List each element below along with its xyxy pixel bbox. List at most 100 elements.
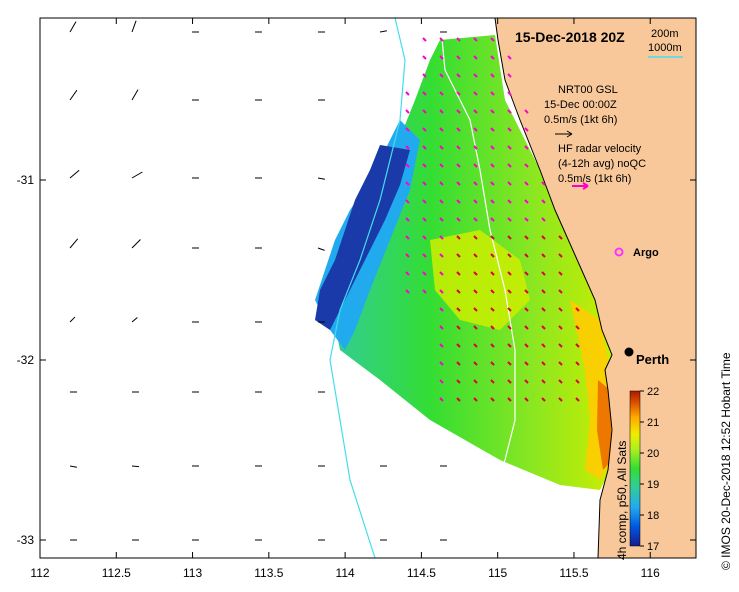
model-arrow [131, 239, 141, 249]
radar-arrow [456, 73, 461, 78]
sst-cold-edge [315, 145, 410, 330]
radar-legend: HF radar velocity (4-12h avg) noQC 0.5m/… [558, 143, 646, 190]
radar-arrow [507, 379, 512, 384]
land-mass [495, 18, 696, 558]
radar-arrow [439, 361, 444, 366]
radar-arrow [456, 271, 461, 276]
model-arrow [131, 317, 138, 323]
radar-arrow [558, 379, 563, 384]
radar-arrow [456, 397, 461, 402]
radar-arrow [473, 379, 478, 384]
radar-arrow [524, 163, 529, 168]
x-axis: 112 112.5 113 113.5 114 114.5 115 115.5 116 [30, 18, 660, 580]
perth-dot [624, 347, 634, 357]
colorbar-ticks: 17 18 19 20 21 22 [640, 386, 659, 553]
radar-arrow [439, 145, 444, 150]
radar-arrow [507, 253, 512, 258]
model-arrow [317, 177, 325, 180]
colorbar-gradient [629, 390, 641, 547]
radar-arrow [473, 361, 478, 366]
radar-arrow [473, 145, 478, 150]
radar-arrow [422, 127, 427, 132]
radar-arrow [507, 343, 512, 348]
isobath-1000m [329, 18, 406, 558]
model-legend-line2: 15-Dec 00:00Z [544, 99, 617, 111]
colorbar: 17 18 19 20 21 22 4h comp, p50, All Sats [615, 386, 659, 560]
sst-coastal-hot [597, 380, 612, 470]
radar-arrow [439, 307, 444, 312]
radar-arrow [405, 127, 410, 132]
radar-arrow [490, 163, 495, 168]
radar-arrow [490, 217, 495, 222]
x-tick-label: 115 [488, 566, 507, 580]
model-arrow [131, 89, 139, 101]
radar-arrow [524, 325, 529, 330]
city-perth: Perth [624, 347, 669, 367]
radar-arrow [541, 397, 546, 402]
radar-arrow [558, 253, 563, 258]
radar-arrow [405, 145, 410, 150]
x-tick-label: 116 [641, 566, 660, 580]
model-arrow [317, 247, 325, 251]
radar-arrow [456, 379, 461, 384]
radar-arrow [507, 163, 512, 168]
radar-arrow [439, 73, 444, 78]
radar-arrow [541, 271, 546, 276]
radar-arrow [490, 361, 495, 366]
model-arrow [131, 171, 143, 179]
radar-arrow [507, 181, 512, 186]
radar-arrow [541, 307, 546, 312]
radar-arrow [456, 307, 461, 312]
isobath-1000-label: 1000m [648, 42, 682, 54]
radar-arrow [507, 361, 512, 366]
radar-arrow [507, 397, 512, 402]
radar-arrow [490, 379, 495, 384]
radar-arrow [507, 289, 512, 294]
radar-arrow [507, 91, 512, 96]
model-arrow [69, 316, 76, 323]
x-tick-label: 112.5 [102, 566, 131, 580]
y-axis: -31 -32 -33 [17, 173, 696, 547]
radar-arrow [439, 343, 444, 348]
radar-arrow [473, 289, 478, 294]
radar-arrow [507, 307, 512, 312]
radar-arrow [490, 73, 495, 78]
radar-arrow [422, 145, 427, 150]
y-tick-label: -33 [17, 533, 35, 547]
radar-arrow [473, 199, 478, 204]
radar-arrow [524, 199, 529, 204]
radar-arrow [456, 163, 461, 168]
radar-arrow [490, 145, 495, 150]
radar-arrow [507, 109, 512, 114]
radar-arrow [456, 343, 461, 348]
radar-arrow [422, 181, 427, 186]
radar-arrow [490, 181, 495, 186]
radar-arrow [524, 181, 529, 186]
x-tick-label: 114.5 [407, 566, 436, 580]
radar-arrow [541, 325, 546, 330]
radar-arrow [558, 343, 563, 348]
radar-arrow [439, 127, 444, 132]
radar-arrow [473, 109, 478, 114]
argo-marker: Argo [614, 247, 659, 259]
radar-arrow [439, 271, 444, 276]
radar-arrow [575, 343, 580, 348]
radar-arrow [490, 109, 495, 114]
radar-legend-line2: (4-12h avg) noQC [558, 158, 646, 170]
sst-warm-patch [430, 230, 530, 330]
isobath-200-label: 200m [651, 28, 679, 40]
model-legend-arrowhead [566, 130, 573, 138]
radar-legend-line3: 0.5m/s (1kt 6h) [558, 173, 631, 185]
radar-arrow [524, 379, 529, 384]
model-arrow [69, 238, 79, 249]
radar-arrow [456, 37, 461, 42]
radar-arrow [507, 235, 512, 240]
model-legend: NRT00 GSL 15-Dec 00:00Z 0.5m/s (1kt 6h) [544, 84, 618, 138]
radar-arrow [473, 163, 478, 168]
model-legend-line1: NRT00 GSL [558, 84, 618, 96]
radar-arrow [507, 199, 512, 204]
x-tick-label: 113 [183, 566, 202, 580]
radar-arrow [422, 55, 427, 60]
credit-text: © IMOS 20-Dec-2018 12:52 Hobart Time [719, 352, 733, 570]
radar-arrow [541, 289, 546, 294]
